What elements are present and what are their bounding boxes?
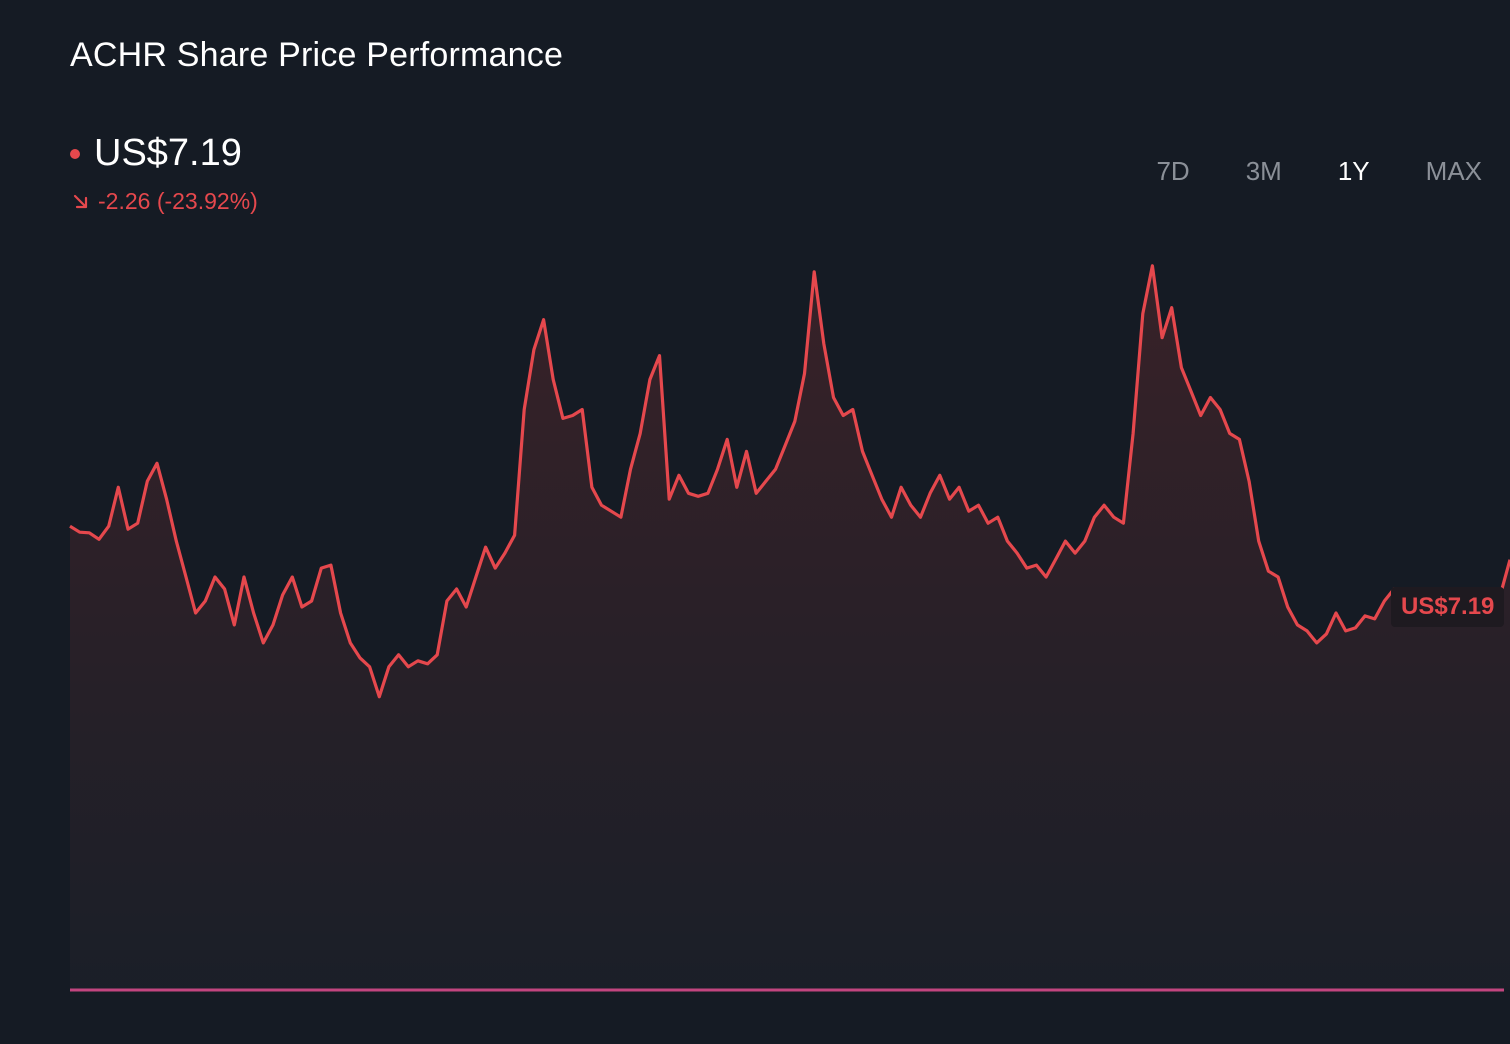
dot-icon xyxy=(70,148,80,159)
current-price: US$7.19 xyxy=(94,132,242,174)
price-area-fill xyxy=(70,265,1510,990)
arrow-down-right-icon xyxy=(73,194,88,208)
chart-title: ACHR Share Price Performance xyxy=(70,36,564,74)
period-7d[interactable]: 7D xyxy=(1128,156,1217,187)
period-max[interactable]: MAX xyxy=(1398,156,1482,187)
price-change: -2.26 (-23.92%) xyxy=(98,188,258,214)
current-price-row: US$7.19 xyxy=(70,132,242,175)
period-1y[interactable]: 1Y xyxy=(1310,156,1398,187)
price-line xyxy=(69,264,1510,699)
period-3m[interactable]: 3M xyxy=(1218,156,1310,187)
price-change-row: -2.26 (-23.92%) xyxy=(72,188,258,215)
period-selector: 7D 3M 1Y MAX xyxy=(1128,156,1482,187)
last-price-tag: US$7.19 xyxy=(1391,587,1505,627)
